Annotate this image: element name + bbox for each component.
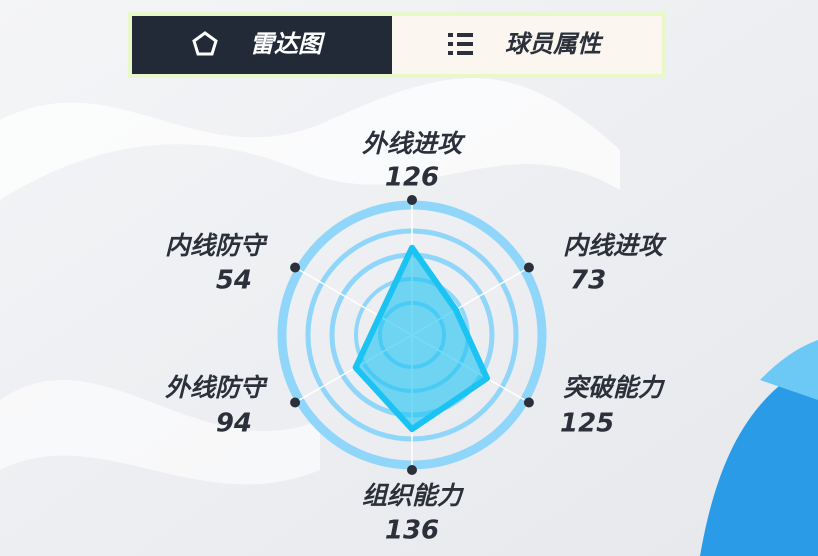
axis-dot [407,195,417,205]
swirl [0,379,320,485]
radar-area [352,244,490,433]
attribute-name: 外线进攻 [362,129,466,158]
list-icon [448,33,473,55]
attribute-name: 内线进攻 [563,231,667,260]
radar-icon [192,31,218,56]
attribute-name: 突破能力 [563,373,666,402]
swirl [0,78,620,200]
attribute-name: 组织能力 [362,481,465,510]
attribute-name: 外线防守 [165,373,268,402]
attribute-value: 126 [385,163,439,193]
axis-dot [407,465,417,475]
tab-label[interactable]: 雷达图 [250,30,326,58]
axis-dot [290,262,301,273]
attribute-value: 94 [216,409,252,439]
tab-active[interactable] [132,16,392,74]
tab-label[interactable]: 球员属性 [505,30,604,58]
attribute-name: 内线防守 [165,231,268,260]
attribute-value: 54 [216,266,252,296]
axis-dot [290,397,301,408]
axis-dot [523,262,534,273]
tab-inactive[interactable] [392,16,662,74]
attribute-value: 136 [385,516,439,546]
attribute-value: 125 [560,409,614,439]
axis-dot [523,397,534,408]
blue-blob [760,340,818,400]
blue-blob [700,360,818,556]
attribute-value: 73 [570,266,606,296]
